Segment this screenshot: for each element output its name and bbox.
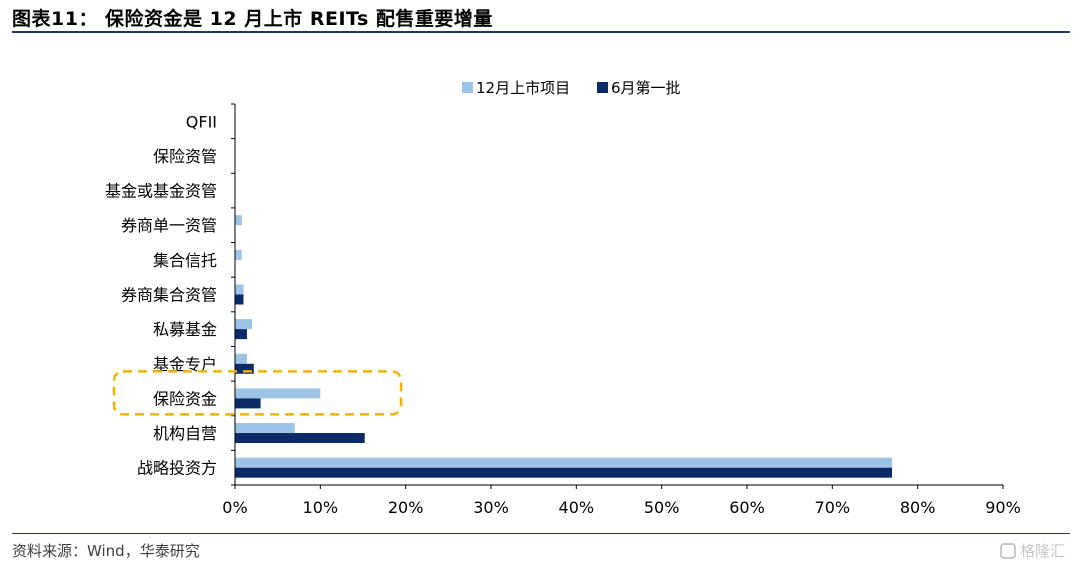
bar-dec-listing	[235, 284, 244, 295]
x-tick-label: 0%	[222, 498, 247, 517]
category-label: QFII	[186, 112, 217, 131]
x-tick-label: 20%	[388, 498, 424, 517]
bar-dec-listing	[235, 388, 321, 399]
x-tick-label: 90%	[985, 498, 1021, 517]
source-note: 资料来源：Wind，华泰研究	[12, 542, 200, 560]
category-label: 基金专户	[153, 355, 217, 374]
watermark: 格隆汇	[1000, 540, 1065, 561]
x-tick-label: 30%	[473, 498, 509, 517]
axes	[231, 103, 1004, 489]
legend-label: 6月第一批	[611, 79, 681, 97]
category-label: 基金或基金资管	[105, 182, 217, 201]
category-label: 保险资金	[153, 389, 217, 408]
category-label: 券商单一资管	[121, 216, 217, 235]
legend-label: 12月上市项目	[476, 79, 570, 97]
bar-jun-batch	[235, 433, 365, 444]
category-label: 集合信托	[153, 251, 217, 270]
footer-divider	[12, 533, 1070, 534]
bar-jun-batch	[235, 294, 244, 305]
bar-dec-listing	[235, 457, 893, 468]
bar-jun-batch	[235, 398, 261, 409]
bar-dec-listing	[235, 423, 295, 434]
bars	[235, 215, 893, 478]
legend-swatch-jun-batch	[597, 82, 608, 93]
category-label: 机构自营	[153, 424, 217, 443]
watermark-text: 格隆汇	[1020, 542, 1066, 560]
x-tick-label: 60%	[729, 498, 765, 517]
legend-swatch-dec-listing	[462, 82, 473, 93]
bar-jun-batch	[235, 363, 254, 374]
category-label: 保险资管	[153, 147, 217, 166]
highlight-box	[112, 370, 403, 416]
title-divider	[12, 31, 1070, 33]
bar-dec-listing	[235, 215, 242, 226]
bar-jun-batch	[235, 467, 893, 478]
bar-jun-batch	[235, 329, 247, 340]
figure-title: 图表11： 保险资金是 12 月上市 REITs 配售重要增量	[12, 8, 493, 30]
x-tick-label: 40%	[559, 498, 595, 517]
x-tick-label: 10%	[303, 498, 339, 517]
x-tick-label: 80%	[900, 498, 936, 517]
legend: 12月上市项目 6月第一批	[462, 79, 681, 97]
category-label: 券商集合资管	[121, 286, 217, 305]
bar-dec-listing	[235, 249, 242, 260]
x-tick-label: 50%	[644, 498, 680, 517]
category-label: 私募基金	[153, 320, 217, 339]
bar-dec-listing	[235, 353, 247, 364]
x-tick-labels: 0% 10% 20% 30% 40% 50% 60% 70% 80% 90%	[222, 498, 1020, 517]
watermark-logo-icon	[1000, 542, 1016, 559]
category-label: 战略投资方	[137, 459, 217, 478]
category-labels: QFII 保险资管基金或基金资管券商单一资管集合信托券商集合资管私募基金基金专户保…	[105, 112, 217, 477]
bar-dec-listing	[235, 319, 253, 330]
highlight-group	[112, 370, 403, 416]
x-tick-label: 70%	[815, 498, 851, 517]
